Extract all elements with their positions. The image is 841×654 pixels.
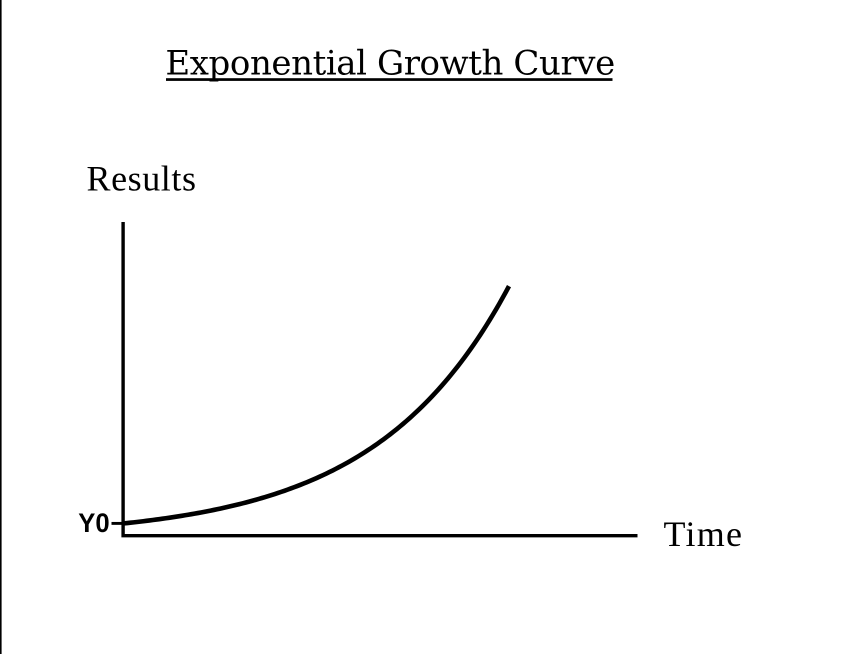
title-underline — [166, 78, 613, 81]
origin-label: Y0 — [78, 507, 109, 538]
axes-lines — [121, 222, 638, 538]
y-axis-label: Results — [87, 159, 197, 199]
diagram-title: Exponential Growth Curve — [165, 44, 614, 84]
x-axis-label: Time — [664, 514, 743, 554]
left-edge-line — [0, 0, 2, 654]
growth-curve — [123, 285, 512, 526]
